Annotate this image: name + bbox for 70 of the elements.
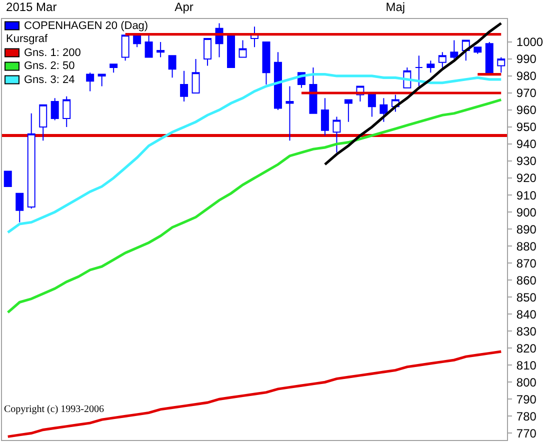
y-tick-label: 870 bbox=[516, 256, 537, 270]
candlestick bbox=[344, 99, 352, 122]
y-tick-label: 890 bbox=[516, 222, 537, 236]
candlestick bbox=[485, 41, 494, 74]
x-tick-label: Apr bbox=[174, 0, 194, 14]
y-tick-label: 820 bbox=[516, 341, 537, 356]
legend-label: Gns. 3: 24 bbox=[24, 74, 75, 86]
candlestick bbox=[27, 112, 36, 210]
y-tick-label: 920 bbox=[516, 171, 537, 186]
candlestick bbox=[98, 74, 106, 87]
y-tick-label: 880 bbox=[516, 239, 537, 254]
y-tick-label: 1000 bbox=[516, 35, 544, 50]
candlestick bbox=[320, 98, 329, 136]
candlestick bbox=[121, 34, 130, 62]
annotation: Copyright (c) 1993-2006 bbox=[4, 404, 104, 415]
line-series bbox=[324, 22, 502, 166]
line-series bbox=[6, 98, 502, 314]
candlestick bbox=[86, 72, 94, 92]
legend-label: COPENHAGEN 20 (Dag) bbox=[24, 20, 148, 32]
y-tick-label: 930 bbox=[516, 154, 537, 168]
y-tick-label: 960 bbox=[516, 103, 537, 118]
candlestick bbox=[438, 52, 446, 68]
candlestick bbox=[16, 192, 24, 223]
x-tick-label: 2015 Mar bbox=[6, 0, 57, 14]
line-series bbox=[6, 350, 502, 438]
candlestick bbox=[414, 55, 423, 87]
candlestick bbox=[156, 41, 165, 58]
legend-label: Gns. 1: 200 bbox=[24, 47, 81, 59]
y-tick-label: 950 bbox=[516, 120, 537, 134]
y-tick-label: 940 bbox=[516, 137, 537, 152]
y-tick-label: 850 bbox=[516, 290, 537, 304]
y-tick-label: 830 bbox=[516, 324, 537, 338]
y-tick-label: 810 bbox=[516, 358, 537, 372]
x-tick-label: Maj bbox=[386, 0, 406, 14]
candlestick bbox=[426, 60, 435, 74]
candlestick bbox=[204, 38, 212, 66]
candlestick bbox=[497, 56, 506, 74]
y-tick-label: 980 bbox=[516, 69, 537, 84]
candlestick bbox=[332, 116, 341, 154]
candlestick bbox=[180, 70, 188, 102]
candlestick bbox=[380, 98, 388, 122]
candlestick bbox=[450, 40, 458, 60]
line-series bbox=[6, 72, 502, 234]
y-tick-label: 840 bbox=[516, 307, 537, 322]
y-tick-label: 900 bbox=[516, 205, 537, 220]
candlestick bbox=[144, 32, 153, 58]
candlestick bbox=[4, 170, 12, 188]
candlestick bbox=[309, 66, 318, 114]
candlestick bbox=[110, 64, 118, 74]
candlestick bbox=[227, 34, 236, 68]
candlestick bbox=[39, 104, 48, 142]
candlestick bbox=[168, 55, 176, 78]
y-tick-label: 860 bbox=[516, 273, 537, 288]
legend-label: Gns. 2: 50 bbox=[24, 60, 75, 72]
y-tick-label: 970 bbox=[516, 86, 537, 100]
candlestick bbox=[262, 41, 270, 85]
candlestick bbox=[192, 58, 200, 94]
legend-title: Kursgraf bbox=[6, 33, 49, 45]
y-tick-label: 790 bbox=[516, 392, 537, 406]
candlestick bbox=[474, 46, 482, 54]
candlestick bbox=[238, 40, 247, 58]
y-tick-label: 990 bbox=[516, 52, 537, 66]
candlestick bbox=[62, 96, 71, 128]
candlestick bbox=[274, 52, 282, 110]
y-tick-label: 780 bbox=[516, 409, 537, 424]
y-tick-label: 910 bbox=[516, 188, 537, 202]
candlestick bbox=[286, 86, 294, 142]
y-tick-label: 770 bbox=[516, 426, 537, 440]
candlestick bbox=[50, 98, 59, 121]
y-tick-label: 800 bbox=[516, 375, 537, 390]
